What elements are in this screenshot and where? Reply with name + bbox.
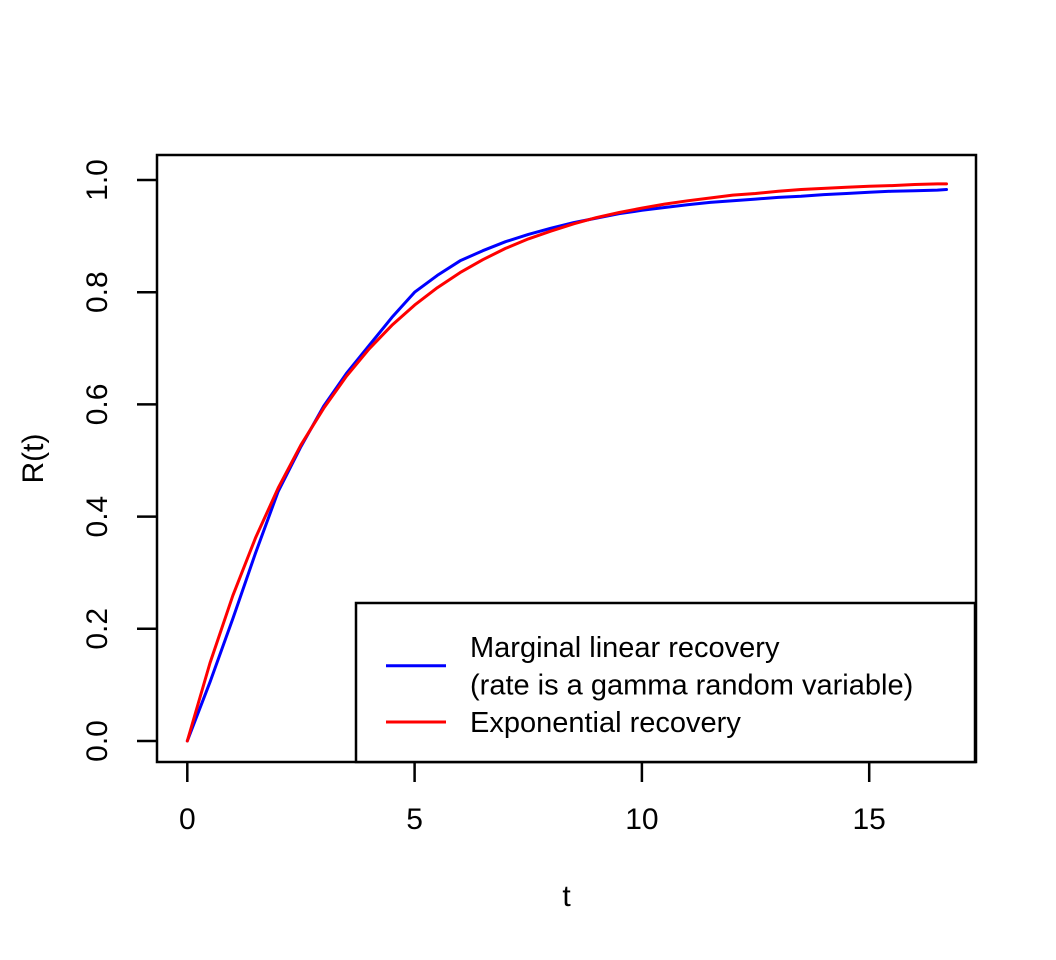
legend-label: (rate is a gamma random variable) [470,670,913,702]
curves-layer [185,182,948,743]
y-tick-label: 0.2 [81,608,114,650]
y-tick-label: 1.0 [81,159,114,201]
legend-label: Marginal linear recovery [470,632,780,664]
legend-box [354,601,977,764]
y-tick-label: 0.8 [81,271,114,313]
curve-exponential-recovery [185,182,948,743]
x-tick-label: 15 [853,803,886,836]
legend-label: Exponential recovery [470,707,741,739]
y-axis-title: R(t) [17,434,50,484]
x-tick-label: 0 [179,803,196,836]
y-tick-label: 0.6 [81,384,114,426]
x-tick-label: 10 [625,803,658,836]
x-tick-label: 5 [406,803,423,836]
axes-layer: 0 5 10 15 0.0 0.2 0.4 0.6 0.8 1.0 [81,153,978,836]
y-tick-label: 0.0 [81,720,114,762]
y-tick-label: 0.4 [81,496,114,538]
x-axis-title: t [562,880,571,913]
legend-layer: Marginal linear recovery (rate is a gamma… [354,601,977,764]
